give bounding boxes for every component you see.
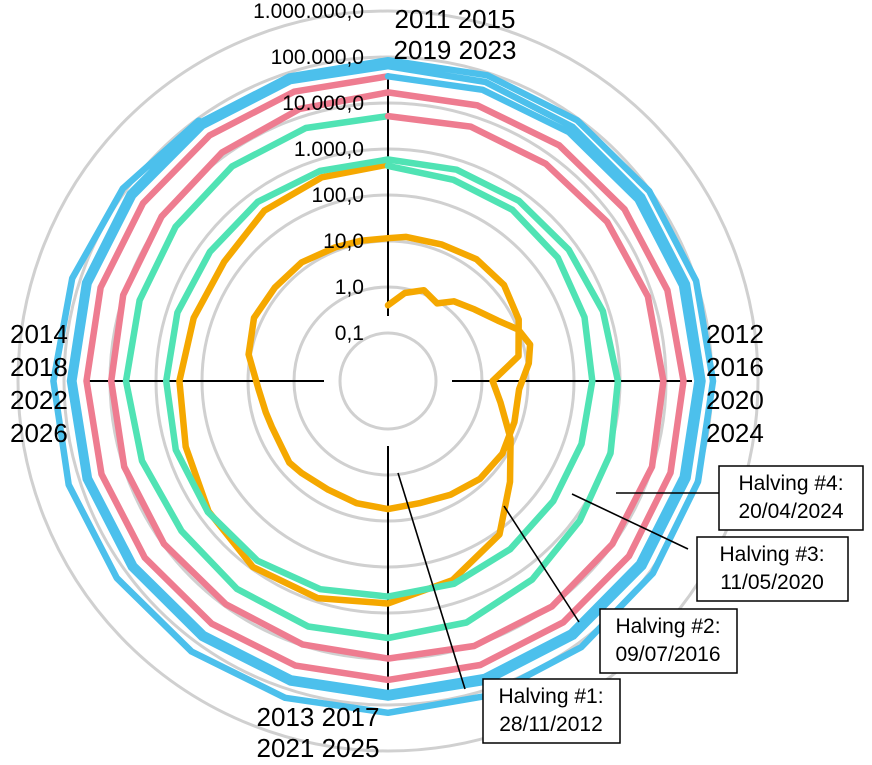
radial-tick-label: 0,1: [335, 322, 364, 345]
direction-label-bottom: 2013 2017 2021 2025: [257, 702, 380, 763]
direction-label-left-line3: 2022: [10, 385, 68, 415]
halving-1-date: 28/11/2012: [499, 713, 603, 736]
direction-label-left-line4: 2026: [10, 418, 68, 448]
halving-annotation-2: Halving #2: 09/07/2016: [503, 505, 738, 674]
direction-label-right-line3: 2020: [706, 385, 764, 415]
grid-ring: [16, 9, 760, 753]
direction-label-top-line2: 2019 2023: [394, 35, 517, 65]
radial-tick-label: 10.000,0: [282, 92, 364, 115]
direction-label-right: 2012 2016 2020 2024: [706, 319, 764, 448]
halving-4-date: 20/04/2024: [738, 500, 843, 523]
radial-tick-label: 100,0: [311, 184, 364, 207]
direction-label-left-line1: 2014: [10, 319, 68, 349]
radial-tick-labels: 0,1 1,0 10,0 100,0 1.000,0 10.000,0 100.000,0 1…: [253, 0, 364, 345]
direction-label-right-line1: 2012: [706, 319, 764, 349]
radial-tick-label: 10,0: [323, 230, 364, 253]
direction-label-bottom-line1: 2013 2017: [257, 702, 380, 732]
halving-2-title: Halving #2:: [615, 615, 720, 638]
halving-2-date: 09/07/2016: [615, 643, 720, 666]
halving-3-title: Halving #3:: [719, 543, 824, 566]
halving-2-leader: [503, 505, 580, 623]
radial-tick-label: 100.000,0: [271, 46, 364, 69]
direction-label-right-line4: 2024: [706, 418, 764, 448]
direction-label-bottom-line2: 2021 2025: [257, 733, 380, 763]
grid-ring: [338, 331, 438, 431]
radial-tick-label: 1.000.000,0: [253, 0, 364, 23]
direction-label-top-line1: 2011 2015: [395, 4, 516, 34]
series-line-3: [83, 73, 687, 684]
direction-label-left-line2: 2018: [10, 352, 68, 382]
halving-2-box: [599, 608, 738, 674]
radial-tick-label: 1.000,0: [294, 138, 364, 161]
halving-annotation-1: Halving #1: 28/11/2012: [397, 472, 621, 744]
halving-annotations: Halving #1: 28/11/2012 Halving #2: 09/07…: [397, 465, 864, 744]
halving-4-title: Halving #4:: [738, 472, 843, 495]
halving-1-leader: [397, 472, 466, 690]
radial-tick-label: 1,0: [335, 276, 364, 299]
direction-label-left: 2014 2018 2022 2026: [10, 319, 68, 448]
halving-3-box: [696, 536, 849, 602]
halving-3-date: 11/05/2020: [720, 571, 824, 594]
series-line-2: [122, 112, 622, 642]
halving-3-leader: [571, 493, 689, 550]
halving-1-title: Halving #1:: [498, 685, 603, 708]
halving-4-box: [718, 465, 864, 531]
halving-1-box: [482, 678, 621, 744]
direction-label-right-line2: 2016: [706, 352, 764, 382]
direction-label-top: 2011 2015 2019 2023: [394, 4, 517, 65]
series-line-1: [176, 161, 534, 607]
halving-annotation-4: Halving #4: 20/04/2024: [616, 465, 864, 531]
halving-annotation-3: Halving #3: 11/05/2020: [571, 493, 849, 602]
